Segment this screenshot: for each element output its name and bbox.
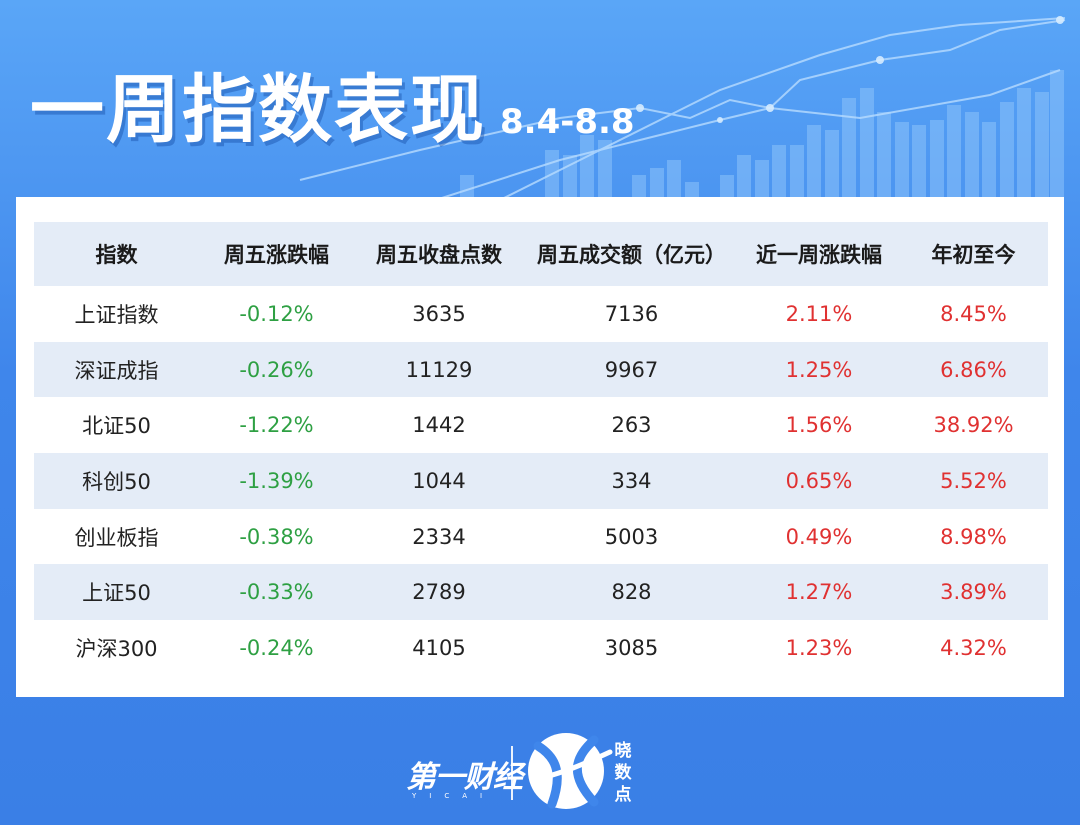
table-row: 科创50 -1.39% 1044 334 0.65% 5.52% [34, 453, 1048, 509]
label-char: 数 [614, 763, 632, 783]
table-cell: 334 [611, 468, 652, 493]
index-table-card: 指数 周五涨跌幅 周五收盘点数 周五成交额（亿元） 近一周涨跌幅 年初至今 上证… [16, 197, 1064, 697]
table-cell: 7136 [604, 301, 659, 326]
logo-divider [511, 746, 513, 800]
column-header-week-change: 近一周涨跌幅 [756, 243, 882, 267]
table-cell: -0.26% [239, 357, 314, 382]
table-cell: 北证50 [82, 414, 151, 439]
table-cell: 8.98% [940, 524, 1007, 549]
table-cell: 1442 [412, 413, 466, 438]
column-header-ytd: 年初至今 [931, 243, 1016, 267]
table-cell: 11129 [405, 357, 473, 382]
table-row: 沪深300 -0.24% 4105 3085 1.23% 4.32% [34, 620, 1048, 676]
label-char: 点 [614, 785, 632, 805]
table-cell: 5.52% [940, 468, 1007, 493]
table-cell: -0.12% [239, 301, 314, 326]
table-cell: 1.27% [785, 580, 853, 605]
table-cell: 4105 [412, 635, 466, 660]
table-cell: -0.24% [239, 635, 314, 660]
table-cell: 3.89% [940, 580, 1007, 605]
table-cell: 3635 [412, 301, 466, 326]
table-cell: 3085 [604, 635, 659, 660]
label-char: 晓 [614, 741, 632, 761]
column-header-friday-close: 周五收盘点数 [376, 243, 502, 267]
table-cell: 0.65% [785, 468, 853, 493]
table-header-row: 指数 周五涨跌幅 周五收盘点数 周五成交额（亿元） 近一周涨跌幅 年初至今 [34, 222, 1048, 286]
table-cell: 上证50 [82, 581, 151, 606]
table-cell: 5003 [604, 524, 659, 549]
table-cell: 深证成指 [74, 358, 159, 383]
footer-logos: 第一财经 YICAI 晓 数 点 [0, 716, 1080, 816]
table-cell: 2.11% [785, 301, 853, 326]
table-cell: 9967 [604, 357, 659, 382]
page-heading: 一周指数表现 8.4-8.8 [30, 70, 635, 150]
xiaoshudian-label: 晓 数 点 [612, 740, 634, 806]
table-cell: 1044 [412, 468, 466, 493]
table-cell: 38.92% [933, 413, 1014, 438]
table-cell: 0.49% [785, 524, 853, 549]
table-cell: 8.45% [940, 301, 1007, 326]
table-row: 创业板指 -0.38% 2334 5003 0.49% 8.98% [34, 509, 1048, 565]
table-cell: -1.22% [239, 413, 314, 438]
table-cell: 上证指数 [74, 302, 159, 327]
table-cell: 2789 [412, 580, 466, 605]
table-cell: 沪深300 [75, 636, 158, 661]
table-cell: 科创50 [82, 469, 151, 494]
page-title: 一周指数表现 [30, 67, 486, 153]
column-header-friday-turnover: 周五成交额（亿元） [537, 243, 726, 267]
table-cell: 1.23% [785, 635, 853, 660]
table-row: 上证指数 -0.12% 3635 7136 2.11% 8.45% [34, 286, 1048, 342]
table-cell: 263 [611, 413, 652, 438]
yicai-logo-subtext: YICAI [412, 792, 496, 800]
date-range: 8.4-8.8 [500, 102, 635, 142]
table-row: 北证50 -1.22% 1442 263 1.56% 38.92% [34, 397, 1048, 453]
index-performance-table: 指数 周五涨跌幅 周五收盘点数 周五成交额（亿元） 近一周涨跌幅 年初至今 上证… [34, 222, 1048, 676]
table-cell: 828 [611, 580, 652, 605]
table-cell: 6.86% [940, 357, 1007, 382]
yicai-logo-text: 第一财经 [406, 760, 523, 795]
background-chart-decoration [299, 16, 1066, 205]
table-row: 深证成指 -0.26% 11129 9967 1.25% 6.86% [34, 341, 1048, 398]
table-row: 上证50 -0.33% 2789 828 1.27% 3.89% [34, 564, 1048, 621]
table-cell: 创业板指 [74, 525, 159, 550]
x-swoosh-icon [528, 733, 613, 809]
table-cell: -0.33% [239, 580, 314, 605]
column-header-index: 指数 [95, 243, 138, 267]
table-cell: 4.32% [940, 635, 1007, 660]
table-cell: -1.39% [239, 468, 314, 493]
column-header-friday-change: 周五涨跌幅 [224, 243, 329, 267]
table-cell: -0.38% [239, 524, 314, 549]
table-cell: 1.56% [785, 413, 853, 438]
table-cell: 1.25% [785, 357, 853, 382]
table-cell: 2334 [412, 524, 466, 549]
